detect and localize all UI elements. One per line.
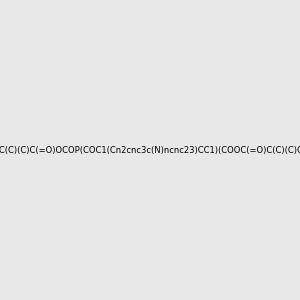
Text: CC(C)(C)C(=O)OCOP(COC1(Cn2cnc3c(N)ncnc23)CC1)(COOC(=O)C(C)(C)C): CC(C)(C)C(=O)OCOP(COC1(Cn2cnc3c(N)ncnc23…	[0, 146, 300, 154]
